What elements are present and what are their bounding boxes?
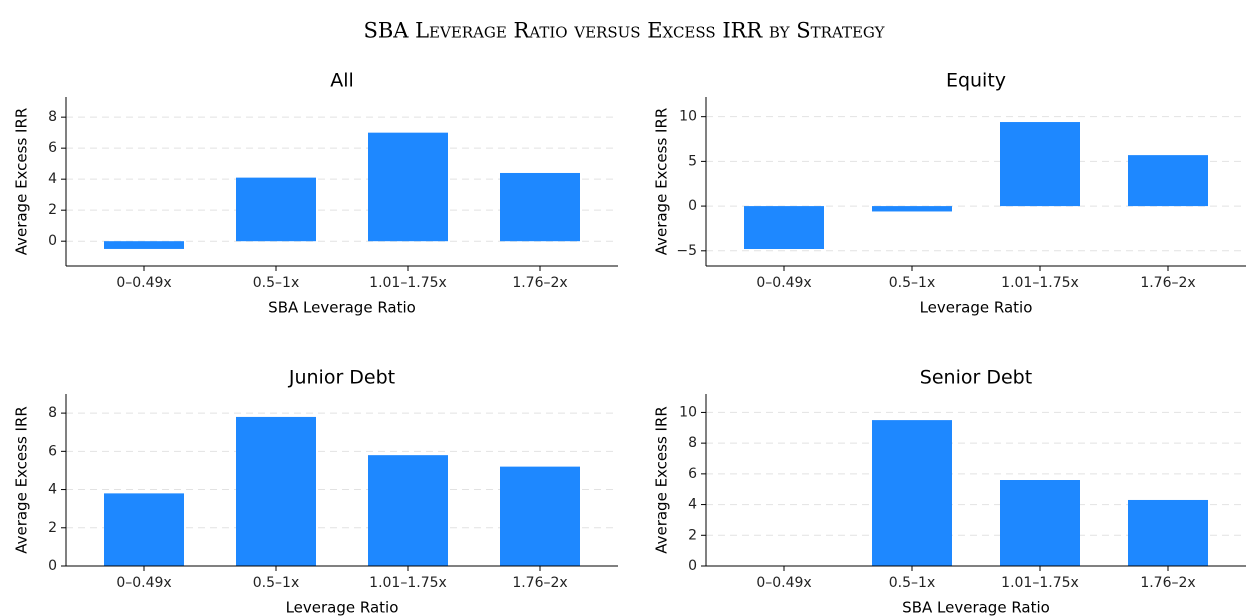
x-axis-label: SBA Leverage Ratio (902, 599, 1050, 616)
y-tick-label: 2 (48, 202, 57, 218)
bar (872, 420, 952, 566)
y-tick-label: 10 (679, 109, 697, 125)
x-tick-label: 0–0.49x (756, 275, 811, 291)
panel-title: Senior Debt (920, 367, 1032, 389)
bar (1000, 122, 1080, 207)
figure-title: SBA Leverage Ratio versus Excess IRR by … (363, 19, 885, 43)
x-axis-label: Leverage Ratio (920, 299, 1033, 317)
bar (236, 416, 316, 566)
y-tick-label: 0 (48, 233, 57, 249)
x-tick-label: 1.76–2x (1140, 275, 1195, 291)
y-axis-label: Average Excess IRR (13, 108, 31, 256)
y-tick-label: 6 (48, 140, 57, 156)
y-tick-label: 0 (688, 558, 697, 574)
panel-title: Junior Debt (288, 367, 395, 389)
y-tick-label: 0 (48, 558, 57, 574)
x-tick-label: 1.01–1.75x (1001, 575, 1079, 591)
y-tick-label: 5 (688, 153, 697, 169)
y-tick-label: 6 (48, 443, 57, 459)
bar (104, 241, 184, 249)
y-axis-label: Average Excess IRR (653, 406, 671, 554)
y-tick-label: 10 (679, 404, 697, 420)
y-tick-label: 8 (688, 435, 697, 451)
y-tick-label: 4 (688, 497, 697, 513)
x-tick-label: 1.01–1.75x (369, 275, 447, 291)
y-tick-label: 2 (688, 527, 697, 543)
y-tick-label: 6 (688, 466, 697, 482)
x-tick-label: 0.5–1x (253, 575, 299, 591)
y-axis-label: Average Excess IRR (13, 406, 31, 554)
x-tick-label: 0.5–1x (889, 275, 935, 291)
y-tick-label: 4 (48, 482, 57, 498)
x-tick-label: 1.01–1.75x (369, 575, 447, 591)
bar (744, 206, 824, 250)
panel-title: All (330, 70, 354, 92)
y-tick-label: 8 (48, 405, 57, 421)
bar (236, 177, 316, 242)
bar (500, 466, 580, 566)
x-axis-label: Leverage Ratio (286, 599, 399, 616)
bar (368, 132, 448, 242)
y-tick-label: 4 (48, 171, 57, 187)
bar (1128, 155, 1208, 207)
x-tick-label: 1.76–2x (1140, 575, 1195, 591)
y-axis-label: Average Excess IRR (653, 108, 671, 256)
x-tick-label: 0–0.49x (756, 575, 811, 591)
x-axis-label: SBA Leverage Ratio (268, 299, 416, 317)
x-tick-label: 0–0.49x (116, 275, 171, 291)
x-tick-label: 1.76–2x (512, 575, 567, 591)
panel-title: Equity (946, 70, 1006, 92)
bar (500, 172, 580, 242)
y-tick-label: 0 (688, 198, 697, 214)
y-tick-label: 2 (48, 520, 57, 536)
x-tick-label: 0.5–1x (253, 275, 299, 291)
x-tick-label: 0–0.49x (116, 575, 171, 591)
bar (368, 455, 448, 566)
bar (1128, 499, 1208, 566)
x-tick-label: 0.5–1x (889, 575, 935, 591)
x-tick-label: 1.01–1.75x (1001, 275, 1079, 291)
bar (1000, 480, 1080, 566)
bar (872, 206, 952, 212)
bar (104, 493, 184, 566)
x-tick-label: 1.76–2x (512, 275, 567, 291)
y-tick-label: −5 (676, 243, 697, 259)
y-tick-label: 8 (48, 109, 57, 125)
